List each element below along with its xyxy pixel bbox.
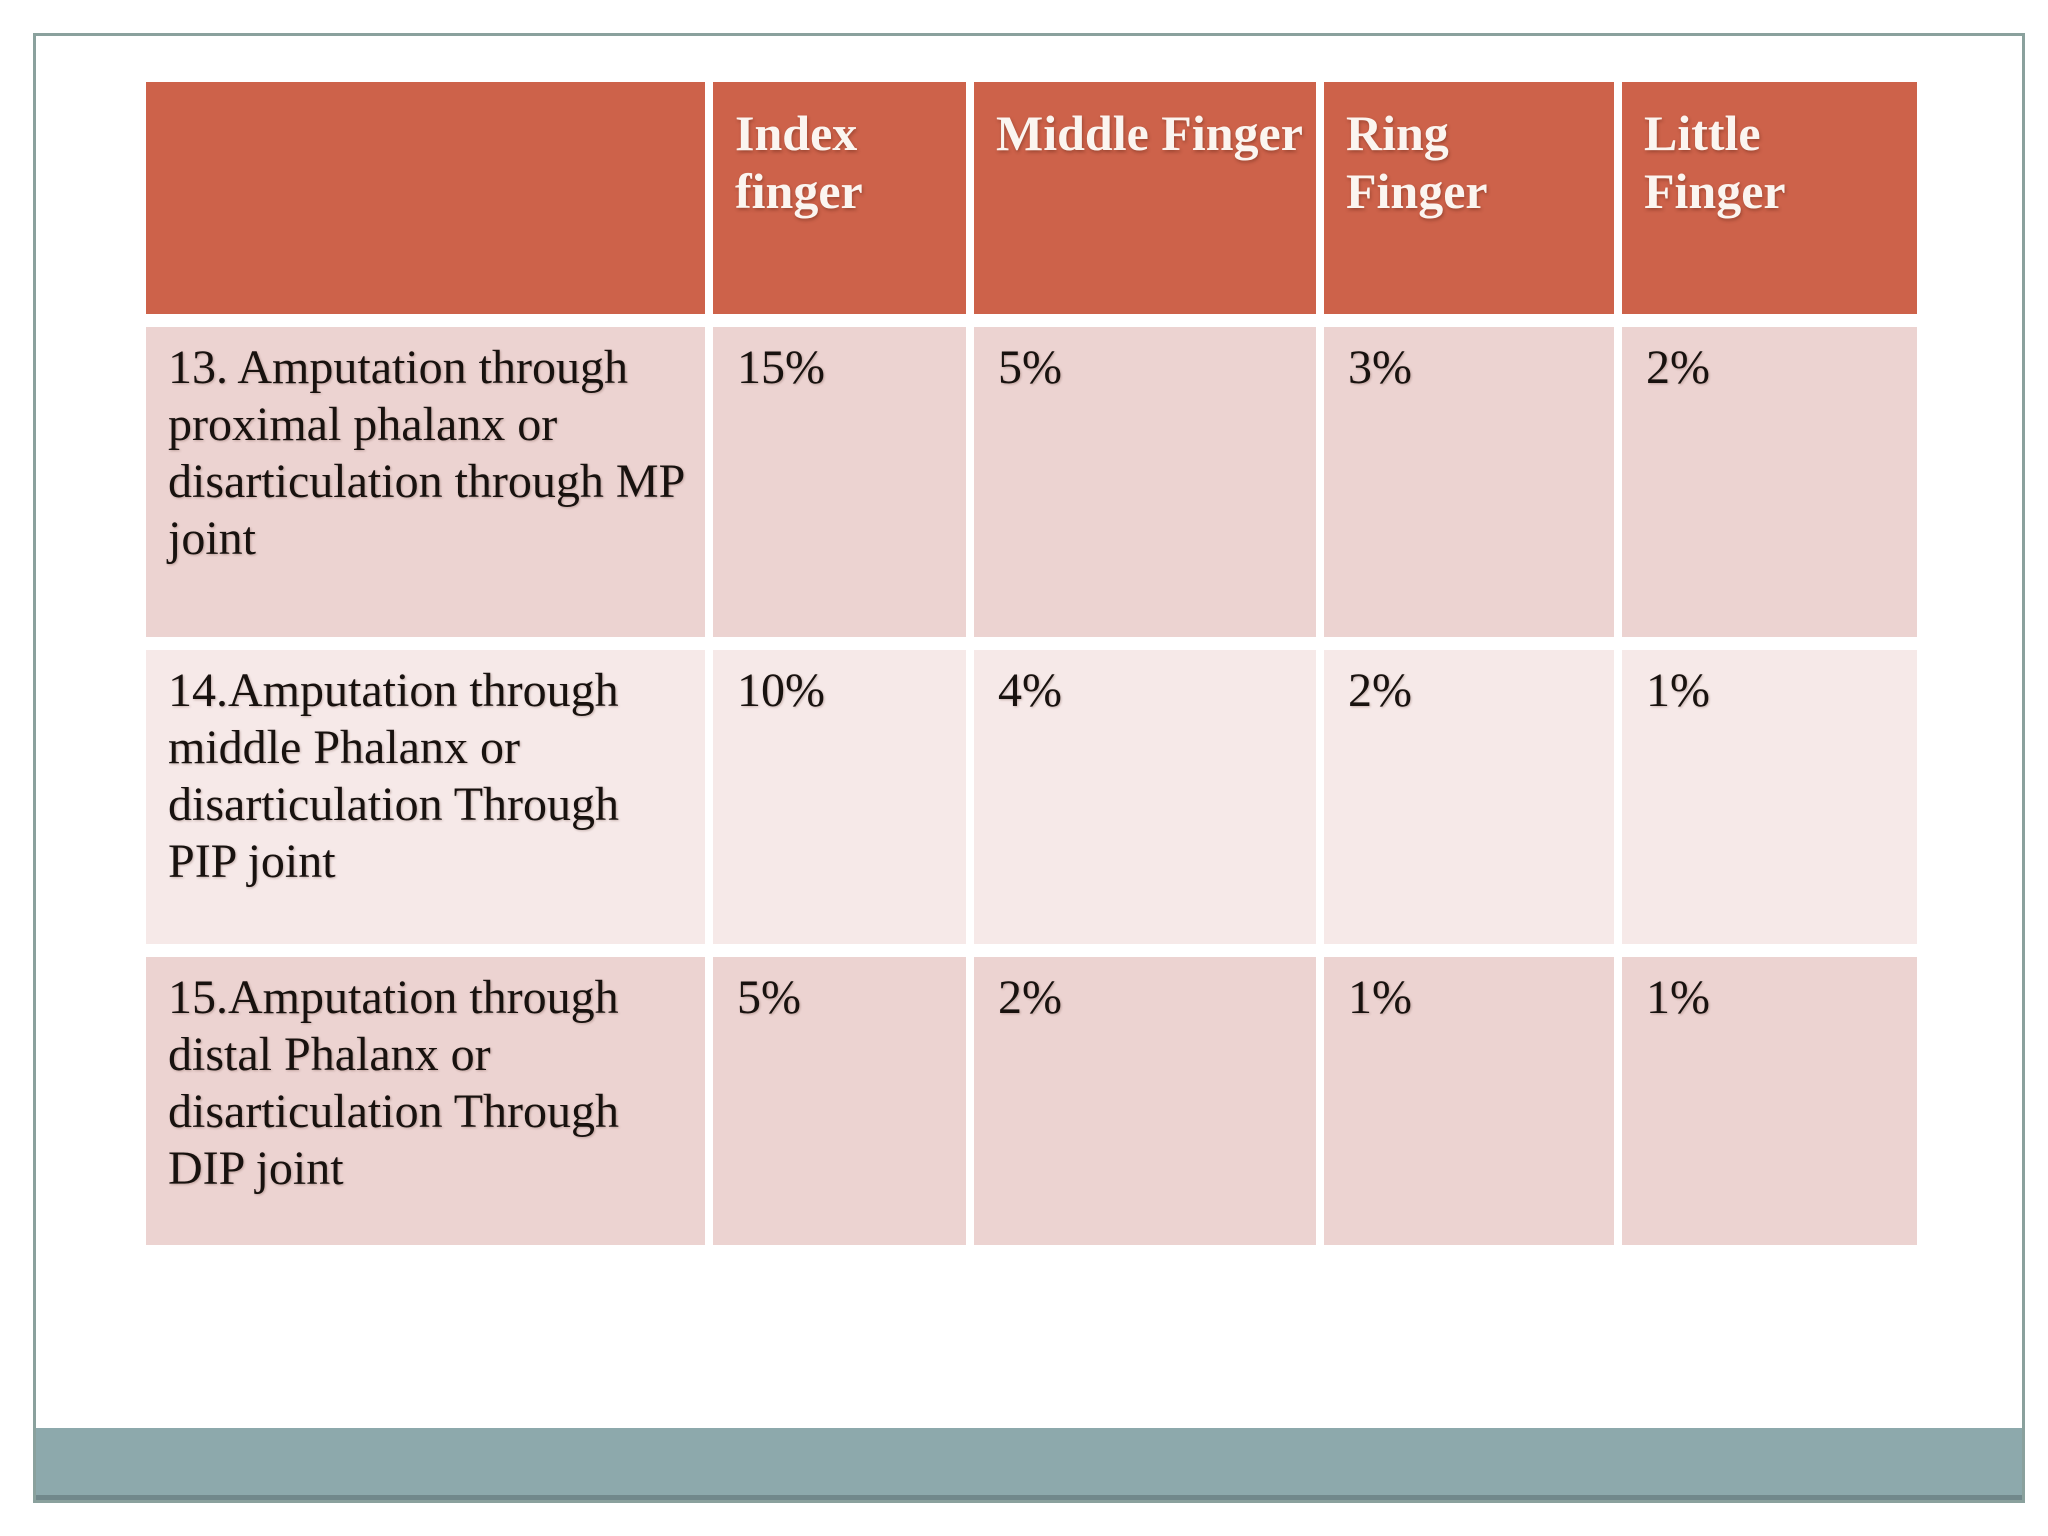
value-cell-row14-little: 1% [1622,650,1917,944]
table-corner-cell [146,82,705,314]
value-cell-row15-little: 1% [1622,957,1917,1245]
row-label-amputation-distal-phalanx: 15.Amputation through distal Phalanx or … [146,957,705,1245]
value-cell-row15-middle: 2% [974,957,1316,1245]
footer-accent-bar [36,1428,2022,1500]
value-cell-row13-middle: 5% [974,327,1316,637]
finger-impairment-table: Index finger Middle Finger Ring Finger L… [146,82,1917,1245]
row-label-amputation-middle-phalanx: 14.Amputation through middle Phalanx or … [146,650,705,944]
value-cell-row14-index: 10% [713,650,966,944]
row-label-amputation-proximal-phalanx: 13. Amputation through proximal phalanx … [146,327,705,637]
column-header-index-finger: Index finger [713,82,966,314]
value-cell-row15-index: 5% [713,957,966,1245]
column-header-middle-finger: Middle Finger [974,82,1316,314]
value-cell-row14-ring: 2% [1324,650,1614,944]
value-cell-row14-middle: 4% [974,650,1316,944]
value-cell-row13-index: 15% [713,327,966,637]
column-header-ring-finger: Ring Finger [1324,82,1614,314]
value-cell-row13-ring: 3% [1324,327,1614,637]
value-cell-row15-ring: 1% [1324,957,1614,1245]
slide-frame: Index finger Middle Finger Ring Finger L… [33,33,2025,1503]
column-header-little-finger: Little Finger [1622,82,1917,314]
value-cell-row13-little: 2% [1622,327,1917,637]
